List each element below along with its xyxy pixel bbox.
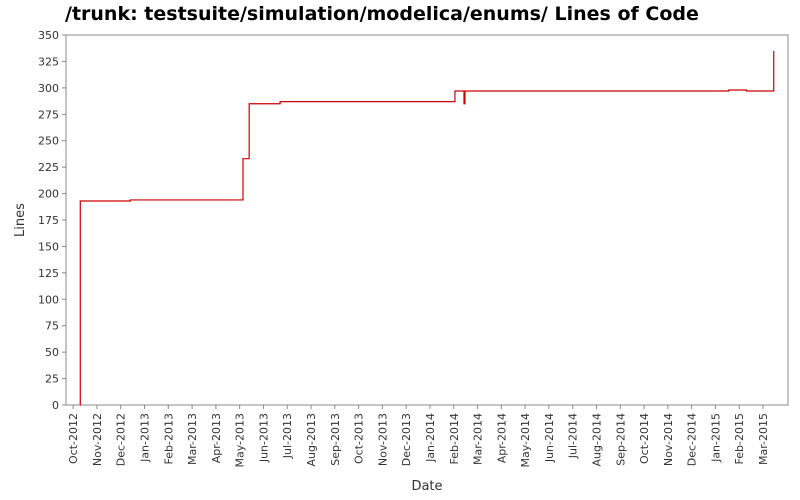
y-tick-label: 175 <box>38 214 59 227</box>
y-tick-label: 225 <box>38 161 59 174</box>
y-tick-label: 200 <box>38 188 59 201</box>
x-tick-label: Jul-2013 <box>281 413 294 459</box>
y-tick-label: 325 <box>38 55 59 68</box>
x-tick-label: Sep-2013 <box>329 413 342 466</box>
x-tick-label: Oct-2014 <box>638 413 651 464</box>
y-tick-label: 100 <box>38 293 59 306</box>
x-tick-label: Nov-2014 <box>662 413 675 466</box>
x-tick-label: Apr-2013 <box>210 413 223 463</box>
x-tick-label: Feb-2013 <box>162 413 175 464</box>
x-tick-label: Aug-2014 <box>590 413 603 466</box>
data-line <box>79 50 775 406</box>
y-tick-label: 0 <box>52 399 59 412</box>
y-tick-label: 275 <box>38 108 59 121</box>
y-axis-label: Lines <box>13 203 28 237</box>
y-tick-label: 25 <box>45 373 59 386</box>
x-tick-label: Nov-2013 <box>376 413 389 466</box>
x-tick-label: Mar-2013 <box>186 413 199 465</box>
x-tick-label: Jul-2014 <box>567 413 580 459</box>
x-tick-label: Aug-2013 <box>305 413 318 466</box>
y-tick-label: 125 <box>38 267 59 280</box>
x-tick-label: Oct-2012 <box>67 413 80 464</box>
y-tick-label: 300 <box>38 82 59 95</box>
y-tick-label: 150 <box>38 240 59 253</box>
x-axis-label: Date <box>411 479 442 494</box>
x-tick-label: May-2013 <box>234 413 247 468</box>
y-tick-label: 250 <box>38 135 59 148</box>
x-tick-label: Feb-2014 <box>448 413 461 464</box>
y-tick-label: 350 <box>38 29 59 42</box>
x-tick-label: Nov-2012 <box>91 413 104 466</box>
y-tick-label: 50 <box>45 346 59 359</box>
x-tick-label: Dec-2012 <box>115 413 128 466</box>
x-tick-label: Feb-2015 <box>733 413 746 464</box>
x-tick-label: Dec-2013 <box>400 413 413 466</box>
x-tick-label: Jun-2013 <box>257 413 270 463</box>
x-tick-label: Jan-2013 <box>139 413 152 463</box>
x-tick-label: Sep-2014 <box>614 413 627 466</box>
x-tick-label: Mar-2015 <box>757 413 770 465</box>
x-tick-label: Apr-2014 <box>495 413 508 463</box>
x-tick-label: Mar-2014 <box>472 413 485 465</box>
x-tick-label: Jan-2014 <box>424 413 437 463</box>
x-tick-label: May-2014 <box>519 413 532 468</box>
x-tick-label: Jan-2015 <box>709 413 722 463</box>
x-tick-label: Jun-2014 <box>543 413 556 463</box>
y-tick-label: 75 <box>45 320 59 333</box>
x-tick-label: Dec-2014 <box>686 413 699 466</box>
x-tick-label: Oct-2013 <box>353 413 366 464</box>
chart-title: /trunk: testsuite/simulation/modelica/en… <box>65 3 699 25</box>
